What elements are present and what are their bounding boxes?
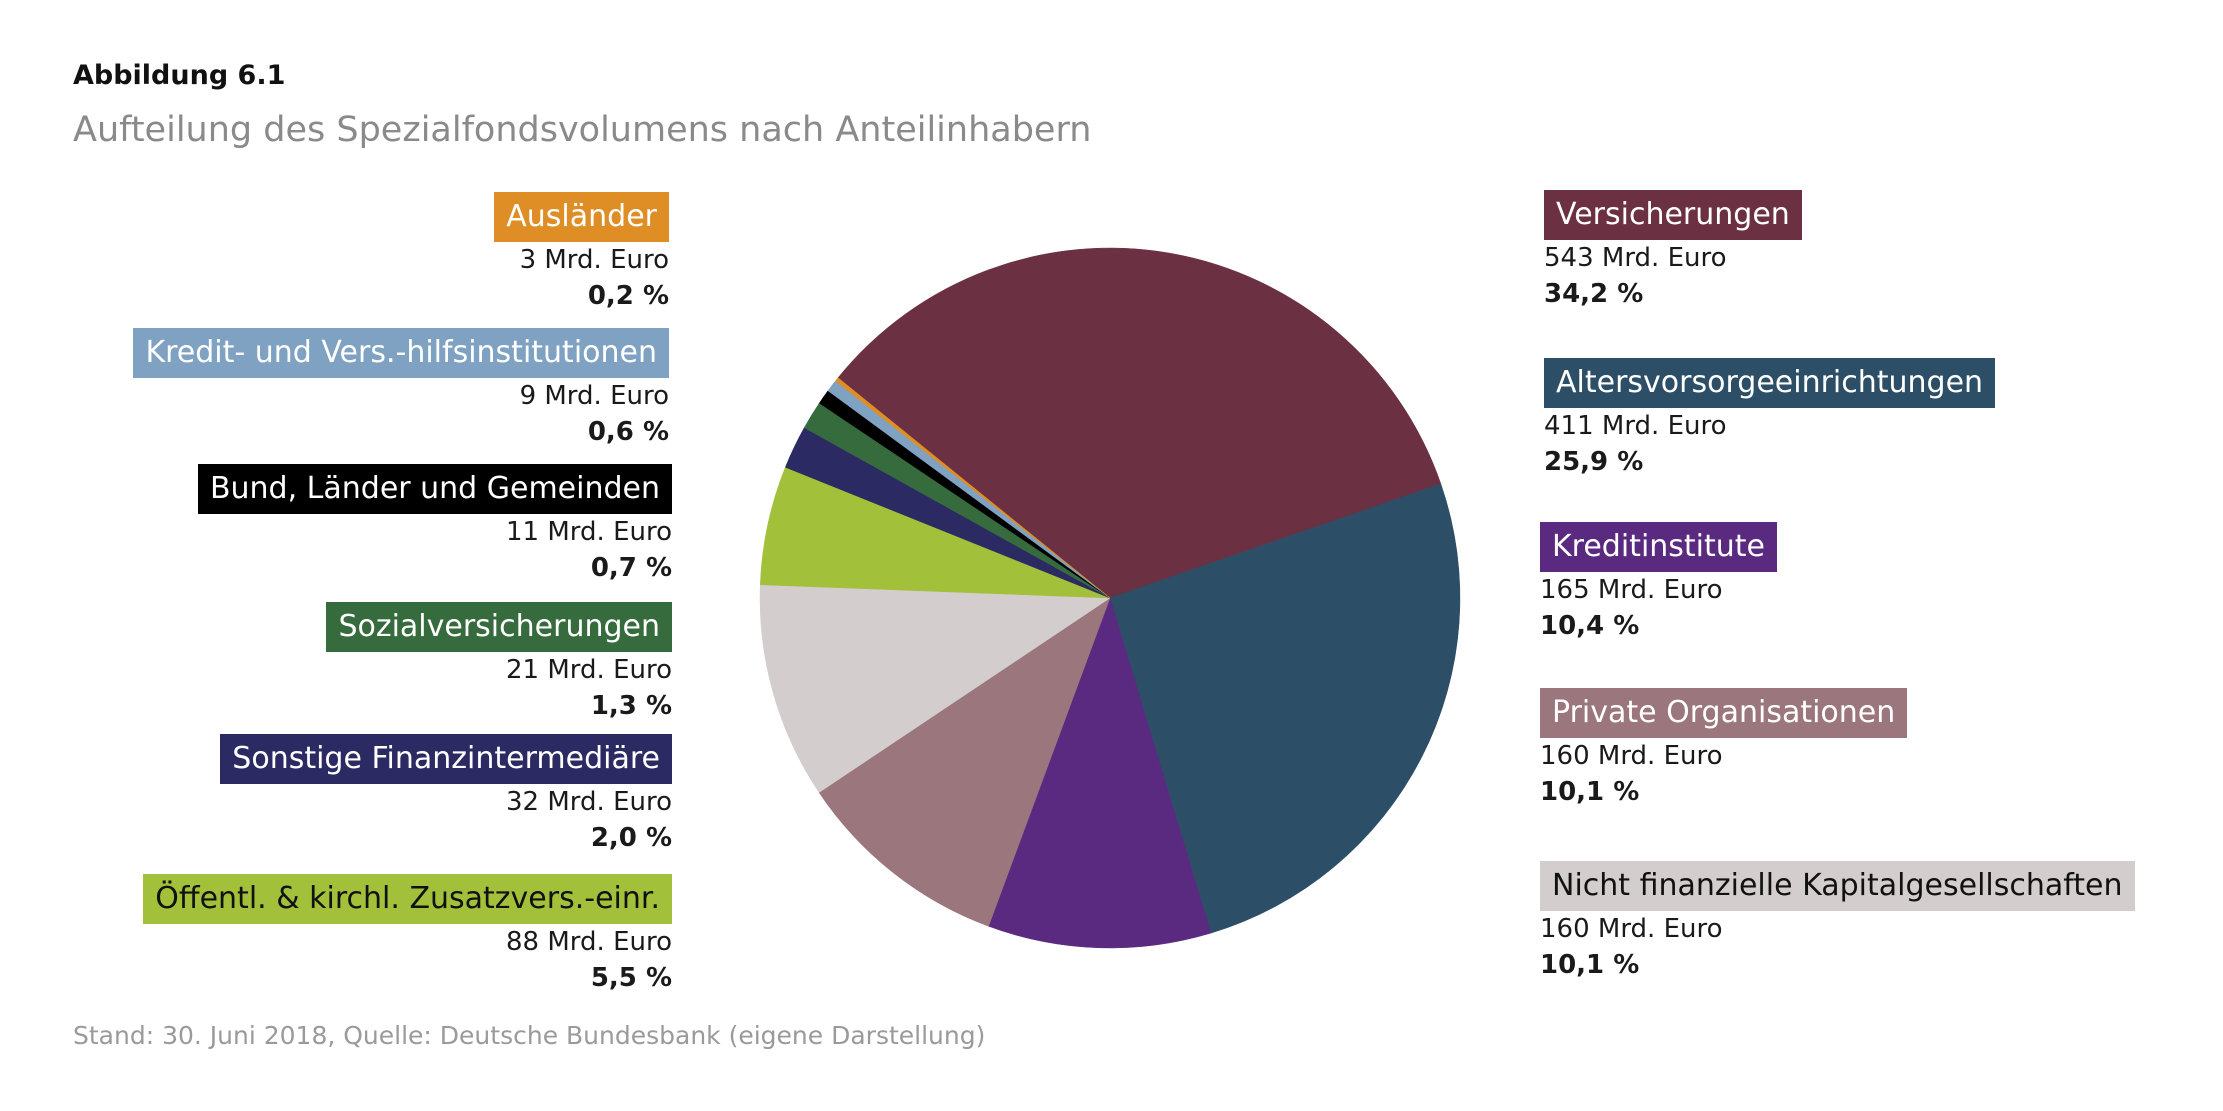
- legend-amount: 160 Mrd. Euro: [1540, 914, 1723, 944]
- legend-percent: 2,0 %: [590, 823, 672, 853]
- legend-label: Versicherungen: [1544, 190, 1802, 240]
- figure-title: Aufteilung des Spezialfondsvolumens nach…: [73, 110, 1092, 150]
- legend-percent: 34,2 %: [1544, 279, 1644, 309]
- legend-item-bund-laender-gemeinden: Bund, Länder und Gemeinden 11 Mrd. Euro …: [197, 464, 672, 586]
- legend-amount: 160 Mrd. Euro: [1540, 741, 1723, 771]
- legend-percent: 5,5 %: [590, 963, 672, 993]
- legend-item-nicht-finanzielle-kapitalgesellschaften: Nicht finanzielle Kapitalgesellschaften …: [1540, 861, 2135, 983]
- legend-label: Ausländer: [494, 192, 669, 242]
- legend-item-private-organisationen: Private Organisationen 160 Mrd. Euro 10,…: [1540, 688, 1908, 810]
- legend-label: Private Organisationen: [1540, 688, 1908, 738]
- legend-label: Altersvorsorgeeinrichtungen: [1544, 358, 1996, 408]
- legend-percent: 0,7 %: [590, 553, 672, 583]
- legend-amount: 21 Mrd. Euro: [506, 655, 672, 685]
- legend-item-sonstige-finanzintermediaere: Sonstige Finanzintermediäre 32 Mrd. Euro…: [220, 734, 672, 856]
- legend-item-altersvorsorgeeinrichtungen: Altersvorsorgeeinrichtungen 411 Mrd. Eur…: [1544, 358, 1996, 480]
- pie-chart: [759, 247, 1461, 949]
- legend-label: Kreditinstitute: [1540, 522, 1778, 572]
- pie-slice-0: [837, 247, 1442, 599]
- pie-slice-4: [759, 584, 1111, 793]
- legend-amount: 32 Mrd. Euro: [506, 787, 672, 817]
- legend-percent: 10,1 %: [1540, 777, 1640, 807]
- legend-percent: 0,6 %: [587, 417, 669, 447]
- legend-amount: 411 Mrd. Euro: [1544, 411, 1727, 441]
- pie-slice-1: [1109, 483, 1461, 934]
- legend-item-oeffentl-kirchl-zusatzvers: Öffentl. & kirchl. Zusatzvers.-einr. 88 …: [143, 874, 672, 996]
- pie-slice-3: [818, 597, 1111, 927]
- pie-slice-10: [835, 377, 1111, 599]
- legend-label: Nicht finanzielle Kapitalgesellschaften: [1540, 861, 2135, 911]
- pie-slice-2: [988, 597, 1212, 949]
- legend-amount: 165 Mrd. Euro: [1540, 575, 1723, 605]
- legend-label: Öffentl. & kirchl. Zusatzvers.-einr.: [143, 874, 672, 924]
- legend-amount: 11 Mrd. Euro: [506, 517, 672, 547]
- legend-percent: 10,1 %: [1540, 950, 1640, 980]
- legend-label: Sozialversicherungen: [326, 602, 672, 652]
- legend-percent: 0,2 %: [587, 281, 669, 311]
- legend-item-sozialversicherungen: Sozialversicherungen 21 Mrd. Euro 1,3 %: [326, 602, 672, 724]
- legend-percent: 1,3 %: [590, 691, 672, 721]
- source-note: Stand: 30. Juni 2018, Quelle: Deutsche B…: [73, 1021, 986, 1050]
- legend-item-kreditinstitute: Kreditinstitute 165 Mrd. Euro 10,4 %: [1540, 522, 1778, 644]
- legend-label: Bund, Länder und Gemeinden: [197, 464, 672, 514]
- legend-amount: 88 Mrd. Euro: [506, 927, 672, 957]
- legend-label: Kredit- und Vers.-hilfsinstitutionen: [133, 328, 669, 378]
- legend-amount: 543 Mrd. Euro: [1544, 243, 1727, 273]
- legend-amount: 3 Mrd. Euro: [519, 245, 669, 275]
- legend-percent: 25,9 %: [1544, 447, 1644, 477]
- legend-amount: 9 Mrd. Euro: [519, 381, 669, 411]
- legend-label: Sonstige Finanzintermediäre: [220, 734, 672, 784]
- legend-item-kredit-und-vers-hilfsinstitutionen: Kredit- und Vers.-hilfsinstitutionen 9 M…: [133, 328, 669, 450]
- legend-item-auslaender: Ausländer 3 Mrd. Euro 0,2 %: [494, 192, 669, 314]
- figure-number: Abbildung 6.1: [73, 60, 286, 91]
- legend-item-versicherungen: Versicherungen 543 Mrd. Euro 34,2 %: [1544, 190, 1802, 312]
- legend-percent: 10,4 %: [1540, 611, 1640, 641]
